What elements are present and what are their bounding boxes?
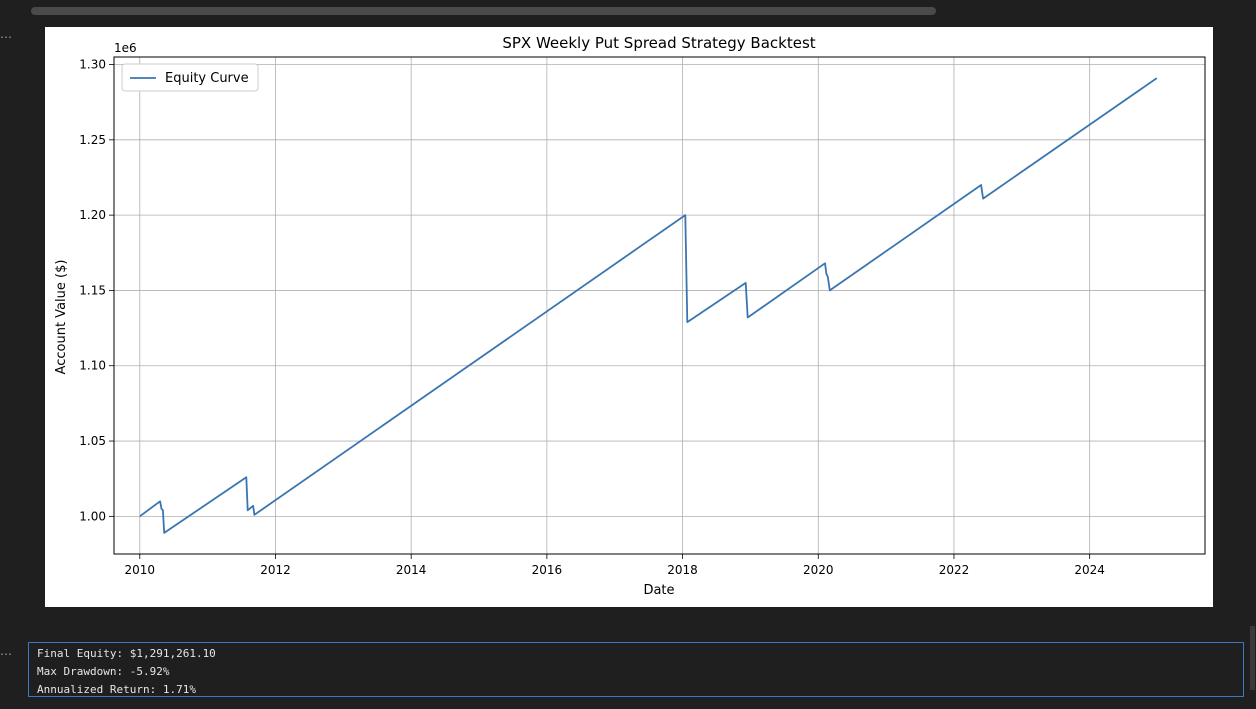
max-drawdown-line: Max Drawdown: -5.92% (37, 665, 170, 678)
vertical-scrollbar[interactable] (1250, 626, 1255, 690)
cell-output-menu-icon[interactable]: … (0, 27, 12, 41)
annualized-return-line: Annualized Return: 1.71% (37, 683, 196, 696)
y-tick-label: 1.05 (79, 434, 106, 448)
y-tick-label: 1.15 (79, 283, 106, 297)
y-tick-label: 1.10 (79, 359, 106, 373)
y-tick-label: 1.30 (79, 58, 106, 72)
y-offset-label: 1e6 (114, 41, 137, 55)
legend-label: Equity Curve (165, 71, 249, 86)
x-tick-label: 2024 (1074, 563, 1105, 577)
y-axis-label: Account Value ($) (54, 260, 69, 375)
x-tick-label: 2020 (803, 563, 834, 577)
cell-output-menu-icon-2[interactable]: … (0, 644, 12, 658)
x-tick-label: 2012 (260, 563, 291, 577)
y-tick-label: 1.20 (79, 208, 106, 222)
equity-chart: SPX Weekly Put Spread Strategy Backtest … (54, 34, 1206, 598)
x-tick-label: 2016 (532, 563, 563, 577)
y-tick-label: 1.00 (79, 509, 106, 523)
text-output: Final Equity: $1,291,261.10 Max Drawdown… (28, 642, 1244, 697)
legend-box (121, 63, 259, 92)
y-tick-label: 1.25 (79, 133, 106, 147)
series-line-equity-curve (139, 77, 1158, 534)
x-axis-label: Date (643, 583, 674, 598)
chart-output: SPX Weekly Put Spread Strategy Backtest … (45, 27, 1213, 607)
x-tick-label: 2014 (396, 563, 427, 577)
scrollbar-thumb[interactable] (31, 7, 936, 15)
final-equity-line: Final Equity: $1,291,261.10 (37, 647, 216, 660)
chart-title: SPX Weekly Put Spread Strategy Backtest (502, 34, 815, 52)
x-tick-label: 2010 (125, 563, 156, 577)
x-tick-label: 2022 (939, 563, 970, 577)
horizontal-scrollbar[interactable] (0, 0, 1256, 20)
plot-frame (113, 56, 1206, 555)
x-tick-label: 2018 (667, 563, 698, 577)
